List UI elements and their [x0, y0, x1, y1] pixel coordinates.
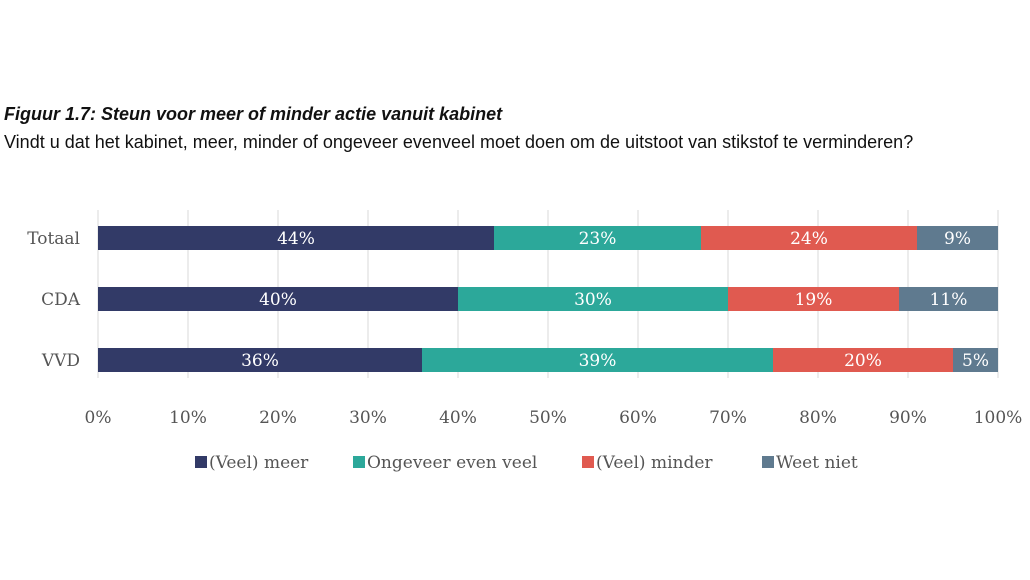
bar-segment — [953, 348, 998, 372]
data-label: 20% — [844, 351, 882, 371]
x-tick-label: 30% — [349, 408, 387, 428]
legend-label: (Veel) meer — [209, 453, 309, 473]
bar-segment — [917, 226, 998, 250]
data-label: 5% — [962, 351, 989, 371]
legend-label: Weet niet — [776, 453, 858, 473]
bar-segment — [728, 287, 899, 311]
bar-segment — [458, 287, 728, 311]
x-tick-label: 0% — [85, 408, 112, 428]
x-tick-label: 20% — [259, 408, 297, 428]
x-tick-label: 40% — [439, 408, 477, 428]
data-label: 36% — [241, 351, 279, 371]
data-label: 19% — [795, 290, 833, 310]
data-label: 11% — [930, 290, 968, 310]
data-label: 44% — [277, 229, 315, 249]
x-tick-label: 70% — [709, 408, 747, 428]
legend-swatch — [353, 456, 365, 468]
bar-segment — [98, 226, 494, 250]
data-label: 9% — [944, 229, 971, 249]
x-tick-label: 60% — [619, 408, 657, 428]
bar-segment — [98, 348, 422, 372]
chart-title: Figuur 1.7: Steun voor meer of minder ac… — [4, 104, 503, 124]
x-tick-label: 100% — [974, 408, 1023, 428]
bar-segment — [422, 348, 773, 372]
legend-swatch — [195, 456, 207, 468]
data-label: 24% — [790, 229, 828, 249]
category-label: VVD — [41, 351, 80, 371]
legend-swatch — [582, 456, 594, 468]
bar-segment — [773, 348, 953, 372]
data-label: 40% — [259, 290, 297, 310]
x-tick-label: 50% — [529, 408, 567, 428]
bar-segment — [494, 226, 701, 250]
bar-segment — [701, 226, 917, 250]
x-tick-label: 10% — [169, 408, 207, 428]
legend-label: (Veel) minder — [596, 453, 713, 473]
category-label: Totaal — [27, 229, 80, 249]
data-label: 30% — [574, 290, 612, 310]
data-label: 23% — [579, 229, 617, 249]
x-tick-label: 80% — [799, 408, 837, 428]
legend-swatch — [762, 456, 774, 468]
bar-segment — [899, 287, 998, 311]
category-label: CDA — [41, 290, 81, 310]
legend-label: Ongeveer even veel — [367, 453, 537, 473]
chart-subtitle: Vindt u dat het kabinet, meer, minder of… — [4, 132, 914, 152]
bar-segment — [98, 287, 458, 311]
data-label: 39% — [579, 351, 617, 371]
x-tick-label: 90% — [889, 408, 927, 428]
